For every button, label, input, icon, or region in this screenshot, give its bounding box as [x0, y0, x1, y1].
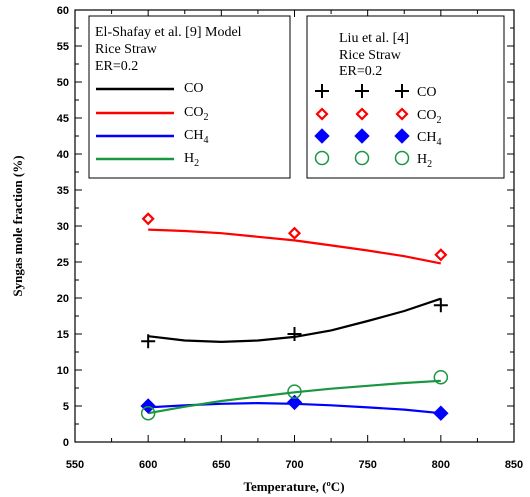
exp-point-co: [287, 327, 302, 341]
exp-legend-marker-co2: [355, 107, 369, 121]
exp-legend-marker-co: [355, 84, 369, 98]
model-legend-material: Rice Straw: [95, 42, 158, 57]
y-tick-label: 60: [57, 5, 69, 17]
y-tick-label: 40: [57, 149, 69, 161]
exp-legend-marker-co2: [395, 107, 409, 121]
model-legend-title: El-Shafay et al. [9] Model: [95, 25, 242, 40]
exp-legend-marker-h2: [354, 150, 370, 166]
exp-legend-er: ER=0.2: [339, 64, 382, 79]
exp-legend-marker-ch4: [314, 128, 330, 144]
model-legend-label-co2: CO2: [184, 105, 208, 123]
model-legend-label-co: CO: [184, 81, 203, 96]
exp-legend-marker-co2: [315, 107, 329, 121]
y-tick-label: 45: [57, 113, 69, 125]
exp-point-ch4: [286, 394, 303, 411]
x-tick-label: 550: [66, 459, 84, 471]
model-line-co2: [148, 228, 442, 265]
y-tick-label: 20: [57, 293, 69, 305]
exp-point-ch4: [433, 405, 449, 421]
exp-legend-marker-co: [395, 84, 409, 98]
x-tick-label: 850: [505, 459, 523, 471]
experiment-legend: Liu et al. [4] Rice Straw ER=0.2 CO CO2 CH…: [306, 15, 505, 179]
exp-point-co: [433, 298, 448, 313]
y-tick-label: 30: [57, 221, 69, 233]
y-axis-label: Syngas mole fraction (%): [10, 155, 25, 296]
exp-legend-marker-ch4: [354, 128, 370, 144]
y-tick-label: 15: [57, 329, 69, 341]
y-tick-label: 50: [57, 77, 69, 89]
exp-legend-label-ch4: CH4: [417, 130, 441, 148]
exp-point-h2: [140, 405, 156, 421]
exp-point-co2: [141, 212, 155, 226]
x-tick-label: 650: [212, 459, 230, 471]
y-tick-label: 10: [57, 365, 69, 377]
plot-frame: [74, 9, 515, 443]
exp-legend-box: [306, 15, 505, 179]
x-axis-label: Temperature, (ºC): [243, 479, 344, 494]
exp-legend-material: Rice Straw: [339, 48, 402, 63]
model-legend-box: [88, 15, 291, 179]
exp-legend-title: Liu et al. [4]: [339, 31, 409, 46]
x-tick-label: 600: [139, 459, 157, 471]
y-tick-label: 35: [57, 185, 69, 197]
exp-point-h2: [433, 369, 449, 385]
exp-point-co: [141, 334, 156, 349]
y-tick-label: 5: [63, 401, 69, 413]
data-series: [140, 212, 449, 421]
model-legend-er: ER=0.2: [95, 59, 138, 74]
exp-legend-label-co: CO: [417, 85, 436, 100]
exp-legend-marker-ch4: [394, 128, 410, 144]
x-tick-label: 750: [358, 459, 376, 471]
y-tick-label: 55: [57, 41, 69, 53]
x-tick-label: 700: [285, 459, 303, 471]
exp-legend-label-co2: CO2: [417, 108, 441, 126]
exp-point-co2: [287, 226, 302, 240]
model-line-h2: [148, 379, 441, 415]
exp-legend-marker-co: [315, 84, 329, 98]
model-legend-label-ch4: CH4: [184, 128, 208, 146]
exp-legend-marker-h2: [394, 150, 410, 166]
y-tick-label: 0: [63, 437, 69, 449]
x-tick-label: 800: [432, 459, 450, 471]
exp-legend-marker-h2: [314, 150, 330, 166]
exp-point-co2: [434, 248, 448, 262]
model-legend: El-Shafay et al. [9] Model Rice Straw ER…: [88, 15, 291, 179]
y-tick-label: 25: [57, 257, 69, 269]
exp-point-h2: [287, 384, 302, 399]
